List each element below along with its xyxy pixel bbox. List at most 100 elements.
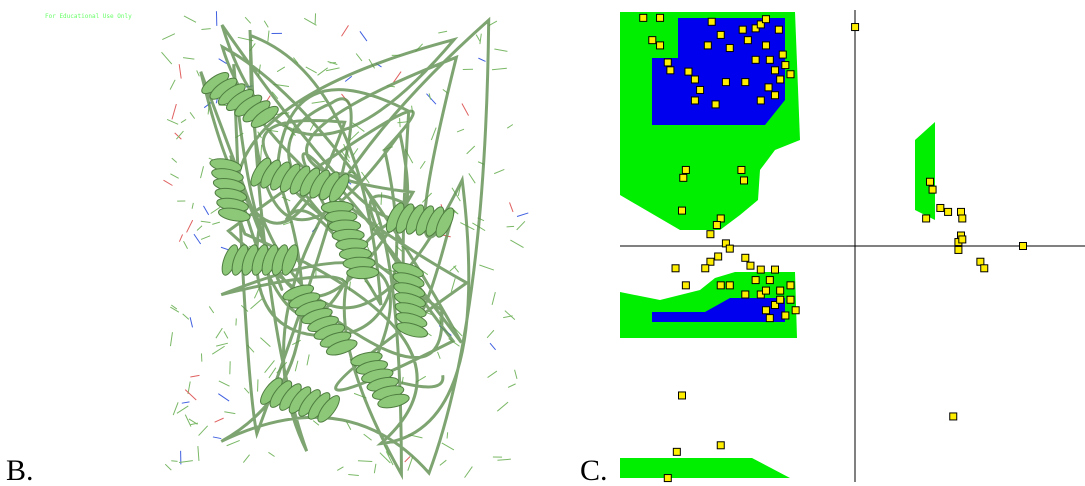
point — [739, 26, 746, 33]
side-chain — [420, 161, 425, 168]
side-chain — [201, 29, 210, 30]
point — [715, 253, 722, 260]
side-chain — [306, 67, 317, 73]
side-chain — [507, 125, 513, 129]
side-chain — [181, 119, 186, 122]
point — [959, 215, 966, 222]
point — [782, 62, 789, 69]
protein-structure — [161, 11, 528, 477]
point — [704, 42, 711, 49]
side-chain — [172, 158, 177, 162]
side-chain — [487, 330, 494, 338]
panel-label: B. — [6, 454, 34, 486]
panel-label: C. — [580, 454, 608, 486]
point — [707, 231, 714, 238]
side-chain — [429, 93, 430, 99]
side-chain — [457, 129, 464, 132]
point — [923, 215, 930, 222]
side-chain — [360, 31, 367, 41]
side-chain — [250, 299, 262, 309]
point — [691, 97, 698, 104]
side-chain — [268, 31, 269, 42]
side-chain — [183, 314, 189, 319]
point — [679, 392, 686, 399]
point — [777, 76, 784, 83]
point — [782, 312, 789, 319]
side-chain — [454, 266, 459, 272]
point — [667, 67, 674, 74]
side-chain — [479, 265, 493, 270]
point — [717, 215, 724, 222]
point — [752, 277, 759, 284]
side-chain — [348, 474, 359, 475]
side-chain — [307, 354, 309, 365]
side-chain — [342, 25, 349, 36]
side-chain — [177, 406, 188, 413]
side-chain — [185, 415, 191, 427]
point — [955, 246, 962, 253]
point — [691, 76, 698, 83]
point — [722, 79, 729, 86]
side-chain — [245, 17, 251, 23]
side-chain — [260, 338, 270, 347]
point — [927, 178, 934, 185]
side-chain — [199, 426, 208, 436]
side-chain — [190, 317, 192, 327]
point — [977, 258, 984, 265]
point — [981, 265, 988, 272]
side-chain — [508, 384, 516, 388]
side-chain — [374, 464, 376, 473]
watermark: For Educational Use Only — [45, 13, 132, 20]
side-chain — [442, 443, 454, 450]
point — [738, 166, 745, 173]
side-chain — [182, 402, 190, 403]
point — [742, 291, 749, 298]
side-chain — [172, 104, 176, 119]
point — [697, 86, 704, 93]
side-chain — [497, 459, 510, 460]
point — [708, 18, 715, 25]
side-chain — [426, 94, 435, 105]
figure: For Educational Use Only B. C. — [0, 0, 1085, 486]
side-chain — [185, 390, 196, 400]
side-chain — [194, 234, 201, 244]
point — [772, 92, 779, 99]
side-chain — [440, 460, 446, 465]
point — [792, 307, 799, 314]
helix-turn — [347, 266, 379, 279]
side-chain — [216, 328, 222, 338]
side-chain — [190, 375, 199, 377]
side-chain — [167, 119, 178, 124]
side-chain — [213, 437, 221, 439]
side-chain — [243, 455, 249, 463]
point — [929, 186, 936, 193]
side-chain — [277, 67, 285, 72]
point — [766, 56, 773, 63]
side-chain — [170, 80, 175, 90]
point — [787, 71, 794, 78]
side-chain — [269, 368, 276, 378]
side-chain — [447, 432, 448, 438]
side-chain — [326, 68, 339, 71]
side-chain — [265, 360, 275, 372]
side-chain — [497, 402, 508, 411]
side-chain — [216, 343, 228, 346]
point — [1020, 243, 1027, 250]
point — [747, 262, 754, 269]
side-chain — [212, 346, 224, 354]
side-chain — [165, 464, 171, 470]
point — [937, 204, 944, 211]
side-chain — [170, 332, 172, 346]
point — [682, 282, 689, 289]
side-chain — [218, 394, 229, 401]
side-chain — [183, 58, 194, 59]
side-chain — [171, 461, 177, 462]
side-chain — [405, 457, 410, 462]
point — [765, 84, 772, 91]
side-chain — [312, 101, 325, 103]
point — [787, 282, 794, 289]
point — [712, 101, 719, 108]
side-chain — [492, 68, 507, 69]
point — [657, 14, 664, 21]
point — [762, 287, 769, 294]
